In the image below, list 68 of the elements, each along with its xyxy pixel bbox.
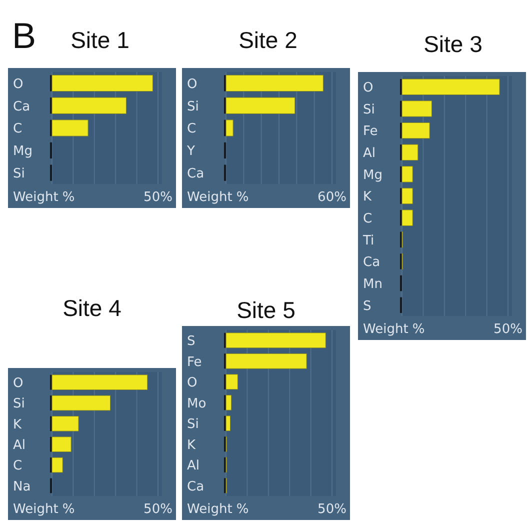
y-tick-label: Mo [187,396,206,412]
y-tick-label: Fe [187,354,202,370]
bar [226,416,230,432]
x-tick-label: 50% [494,322,522,337]
x-axis-title: Weight % [187,190,249,205]
y-tick-label: Y [186,144,195,160]
bar [402,210,413,226]
chart-title: Site 2 [238,27,298,53]
bar [402,78,500,96]
y-tick-label: Si [13,396,25,412]
y-tick-label: O [363,80,374,96]
y-tick-label: C [187,122,196,137]
y-tick-label: O [13,376,24,392]
bar [402,188,413,204]
y-tick-label: Al [363,146,376,162]
y-tick-label: O [187,76,198,92]
x-axis-title: Weight % [187,502,249,517]
y-tick-label: Al [187,458,200,474]
y-tick-label: Si [363,102,375,118]
y-tick-label: K [13,417,22,432]
y-tick-label: Si [187,99,199,114]
y-tick-label: K [363,190,372,205]
bar [226,353,307,369]
y-tick-label: Na [13,479,31,494]
x-axis-title: Weight % [13,190,75,205]
y-tick-label: Ca [187,479,204,494]
bar [402,166,413,182]
y-tick-label: Al [13,438,26,454]
chart-title: Site 1 [70,27,130,53]
y-tick-label: Si [13,166,25,182]
chart-title: Site 3 [424,31,482,57]
bar [52,457,63,473]
chart-title: Site 4 [62,295,122,321]
bar [52,395,111,411]
y-tick-label: Mg [13,144,32,160]
y-tick-label: Ti [362,233,374,248]
bar [402,144,418,160]
x-tick-label: 60% [318,190,346,205]
y-tick-label: O [13,76,24,92]
x-tick-label: 50% [144,190,172,205]
bar [226,374,238,390]
text: B [12,15,36,56]
bar [226,394,232,410]
chart-title: Site 5 [236,297,296,323]
x-tick-label: 50% [144,502,172,517]
bar [402,100,432,117]
y-tick-label: Si [187,417,199,432]
y-tick-label: O [187,376,198,391]
y-tick-label: K [187,438,196,453]
y-tick-label: Ca [187,166,204,182]
bar [52,416,79,432]
y-tick-label: S [363,298,372,314]
y-tick-label: C [13,458,22,474]
bar [52,436,72,452]
y-tick-label: Ca [363,255,380,270]
y-tick-label: Fe [363,124,378,140]
bar [52,374,148,390]
x-axis-title: Weight % [363,322,425,337]
y-tick-label: Mn [363,276,382,292]
bar [226,332,326,348]
y-tick-label: C [363,212,372,226]
x-axis-title: Weight % [13,502,75,517]
bar [402,122,430,139]
y-tick-label: Ca [13,99,30,114]
x-tick-label: 50% [318,502,346,517]
y-tick-label: Mg [363,168,382,183]
y-tick-label: C [13,122,22,137]
y-tick-label: S [187,334,196,350]
